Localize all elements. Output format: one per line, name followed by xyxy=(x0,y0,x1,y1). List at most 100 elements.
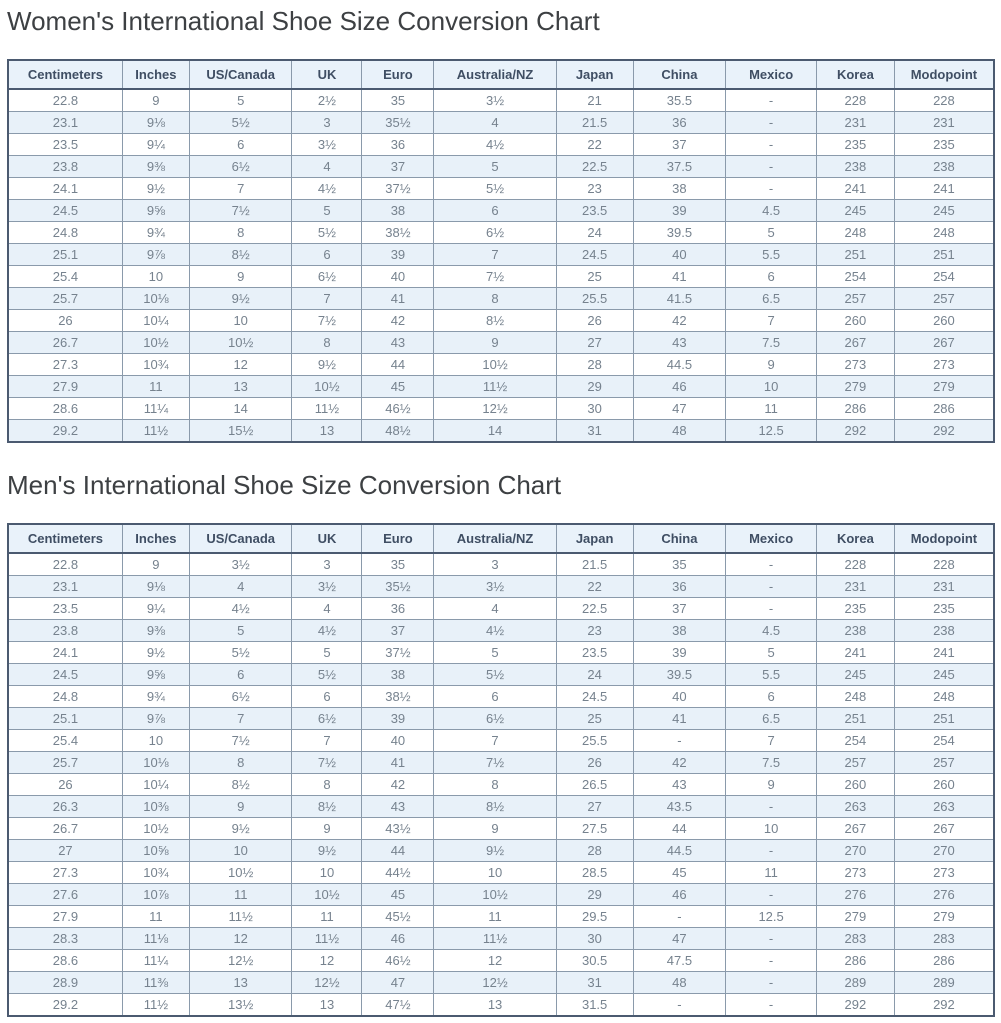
table-cell: 30.5 xyxy=(555,949,634,972)
table-cell: 9 xyxy=(121,88,190,112)
table-cell: 38 xyxy=(361,663,435,686)
table-cell: 40 xyxy=(361,729,435,752)
table-cell: 28 xyxy=(555,353,634,376)
table-row: 24.8 9¾ 6½ 6 38½ 6 24.5 40 6 248 248 xyxy=(7,685,995,708)
table-cell: 6 xyxy=(433,685,557,708)
table-cell: 47 xyxy=(632,397,727,420)
table-cell: 257 xyxy=(815,751,895,774)
table-cell: 8½ xyxy=(188,243,293,266)
table-cell: 283 xyxy=(893,927,995,950)
table-cell: 45 xyxy=(632,861,727,884)
table-cell: 8½ xyxy=(433,309,557,332)
table-cell: 9¾ xyxy=(121,221,190,244)
table-cell: 29.2 xyxy=(7,419,123,443)
table-row: 24.8 9¾ 8 5½ 38½ 6½ 24 39.5 5 248 248 xyxy=(7,221,995,244)
table-row: 27.3 10¾ 12 9½ 44 10½ 28 44.5 9 273 273 xyxy=(7,353,995,376)
table-cell: 9 xyxy=(188,795,293,818)
table-cell: 35 xyxy=(361,88,435,112)
table-cell: 11½ xyxy=(121,419,190,443)
table-cell: 23.5 xyxy=(555,641,634,664)
table-cell: 28.6 xyxy=(7,949,123,972)
table-cell: 41.5 xyxy=(632,287,727,310)
table-cell: 283 xyxy=(815,927,895,950)
table-cell: 46½ xyxy=(361,949,435,972)
table-cell: 6 xyxy=(433,199,557,222)
table-cell: 289 xyxy=(815,971,895,994)
table-cell: 11 xyxy=(121,375,190,398)
table-cell: 26.5 xyxy=(555,773,634,796)
table-cell: 4½ xyxy=(291,619,363,642)
table-cell: 22.5 xyxy=(555,597,634,620)
table-cell: - xyxy=(725,575,817,598)
column-header-inches: Inches xyxy=(121,59,190,90)
table-cell: 12 xyxy=(433,949,557,972)
table-cell: 10 xyxy=(121,729,190,752)
table-cell: 6½ xyxy=(188,685,293,708)
table-cell: 27.9 xyxy=(7,905,123,928)
table-cell: 235 xyxy=(815,597,895,620)
table-cell: 4½ xyxy=(433,619,557,642)
table-cell: 37.5 xyxy=(632,155,727,178)
table-cell: 254 xyxy=(815,265,895,288)
table-cell: 270 xyxy=(893,839,995,862)
table-cell: 267 xyxy=(893,331,995,354)
table-cell: 6 xyxy=(291,243,363,266)
table-cell: 6½ xyxy=(433,707,557,730)
table-cell: 7.5 xyxy=(725,331,817,354)
table-cell: 43½ xyxy=(361,817,435,840)
table-cell: 4½ xyxy=(188,597,293,620)
table-cell: 28.6 xyxy=(7,397,123,420)
table-row: 25.7 10⅛ 9½ 7 41 8 25.5 41.5 6.5 257 257 xyxy=(7,287,995,310)
table-cell: 10½ xyxy=(188,331,293,354)
table-cell: 254 xyxy=(815,729,895,752)
table-cell: - xyxy=(725,883,817,906)
table-cell: - xyxy=(725,993,817,1017)
table-cell: 273 xyxy=(893,353,995,376)
table-cell: 46½ xyxy=(361,397,435,420)
table-cell: 5½ xyxy=(188,111,293,134)
table-cell: 27.3 xyxy=(7,861,123,884)
table-cell: 42 xyxy=(361,773,435,796)
table-row: 28.9 11⅜ 13 12½ 47 12½ 31 48-289 289 xyxy=(7,971,995,994)
table-cell: 3 xyxy=(291,111,363,134)
table-cell: 5 xyxy=(291,199,363,222)
table-cell: 11½ xyxy=(291,397,363,420)
table-cell: 44 xyxy=(361,353,435,376)
table-cell: 5 xyxy=(188,619,293,642)
table-cell: 260 xyxy=(815,773,895,796)
table-cell: 248 xyxy=(815,685,895,708)
table-cell: 9¼ xyxy=(121,133,190,156)
table-cell: 23.5 xyxy=(7,133,123,156)
table-cell: 46 xyxy=(361,927,435,950)
table-cell: 248 xyxy=(893,685,995,708)
table-cell: 7½ xyxy=(433,265,557,288)
table-cell: 23 xyxy=(555,619,634,642)
table-cell: 29 xyxy=(555,375,634,398)
table-cell: 5½ xyxy=(291,663,363,686)
column-header-china: China xyxy=(632,59,727,90)
table-cell: 3 xyxy=(291,552,363,576)
table-cell: 6½ xyxy=(291,265,363,288)
table-cell: 40 xyxy=(632,243,727,266)
table-cell: 7½ xyxy=(188,729,293,752)
mens-conversion-table: Centimeters Inches US/Canada UK Euro Australi… xyxy=(7,523,995,1017)
table-cell: 9½ xyxy=(121,641,190,664)
table-cell: 231 xyxy=(893,111,995,134)
table-cell: 7½ xyxy=(291,751,363,774)
table-cell: 25 xyxy=(555,707,634,730)
table-cell: 11 xyxy=(291,905,363,928)
table-cell: 25.1 xyxy=(7,707,123,730)
table-cell: 44 xyxy=(361,839,435,862)
table-cell: 4 xyxy=(433,597,557,620)
table-cell: 5 xyxy=(188,88,293,112)
table-cell: 24.5 xyxy=(555,685,634,708)
table-cell: 15½ xyxy=(188,419,293,443)
table-cell: - xyxy=(725,597,817,620)
table-cell: 38 xyxy=(632,619,727,642)
table-cell: 5 xyxy=(433,641,557,664)
table-cell: 13 xyxy=(291,419,363,443)
table-row: 29.2 11½ 15½ 13 48½ 14 31 48 12.5 292 292 xyxy=(7,419,995,443)
table-cell: 241 xyxy=(893,641,995,664)
table-cell: 22 xyxy=(555,133,634,156)
table-cell: 238 xyxy=(815,619,895,642)
